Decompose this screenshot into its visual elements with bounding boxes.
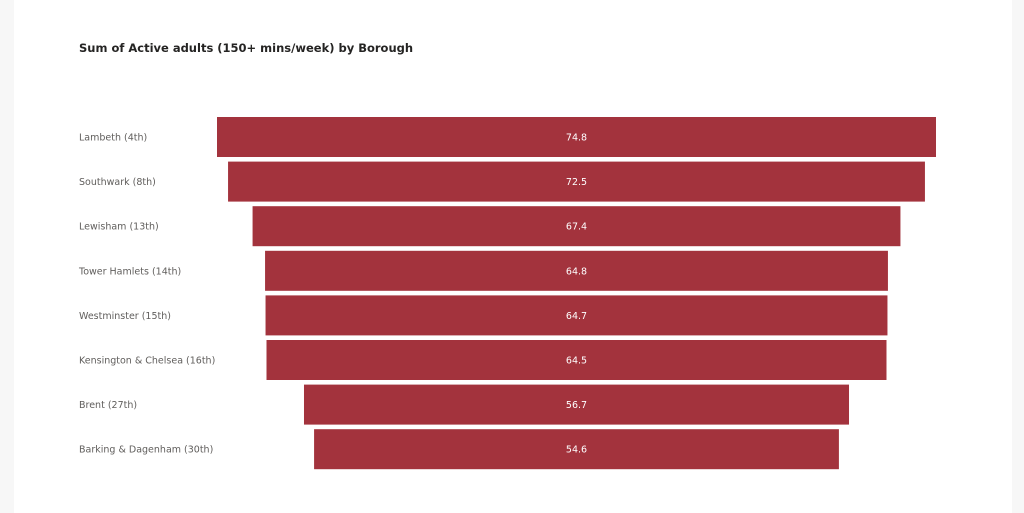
funnel-bar-brent-27th[interactable] <box>303 384 850 425</box>
funnel-bar-tower-hamlets-14th[interactable] <box>265 250 888 291</box>
value-label-brent-27th: 56.7 <box>566 400 587 411</box>
value-label-southwark-8th: 72.5 <box>566 177 587 188</box>
category-label-lewisham-13th: Lewisham (13th) <box>79 222 159 233</box>
category-label-kensington-chelsea-16th: Kensington & Chelsea (16th) <box>79 356 215 367</box>
funnel-bar-lewisham-13th[interactable] <box>252 206 901 247</box>
category-label-southwark-8th: Southwark (8th) <box>79 177 156 188</box>
category-label-westminster-15th: Westminster (15th) <box>79 311 171 322</box>
chart-title: Sum of Active adults (150+ mins/week) by… <box>79 41 414 55</box>
value-label-lewisham-13th: 67.4 <box>566 222 587 233</box>
value-label-barking-dagenham-30th: 54.6 <box>566 445 587 456</box>
value-label-kensington-chelsea-16th: 64.5 <box>566 356 587 367</box>
funnel-bar-southwark-8th[interactable] <box>228 161 925 202</box>
category-label-tower-hamlets-14th: Tower Hamlets (14th) <box>78 266 181 277</box>
category-label-brent-27th: Brent (27th) <box>79 400 137 411</box>
funnel-bar-barking-dagenham-30th[interactable] <box>314 429 839 470</box>
funnel-bar-lambeth-4th[interactable] <box>217 117 936 157</box>
value-label-tower-hamlets-14th: 64.8 <box>566 266 587 277</box>
funnel-bar-kensington-chelsea-16th[interactable] <box>266 340 887 380</box>
funnel-bar-westminster-15th[interactable] <box>265 295 888 336</box>
value-label-westminster-15th: 64.7 <box>566 311 587 322</box>
value-label-lambeth-4th: 74.8 <box>566 133 587 144</box>
category-label-lambeth-4th: Lambeth (4th) <box>79 133 147 144</box>
category-label-barking-dagenham-30th: Barking & Dagenham (30th) <box>79 445 213 456</box>
